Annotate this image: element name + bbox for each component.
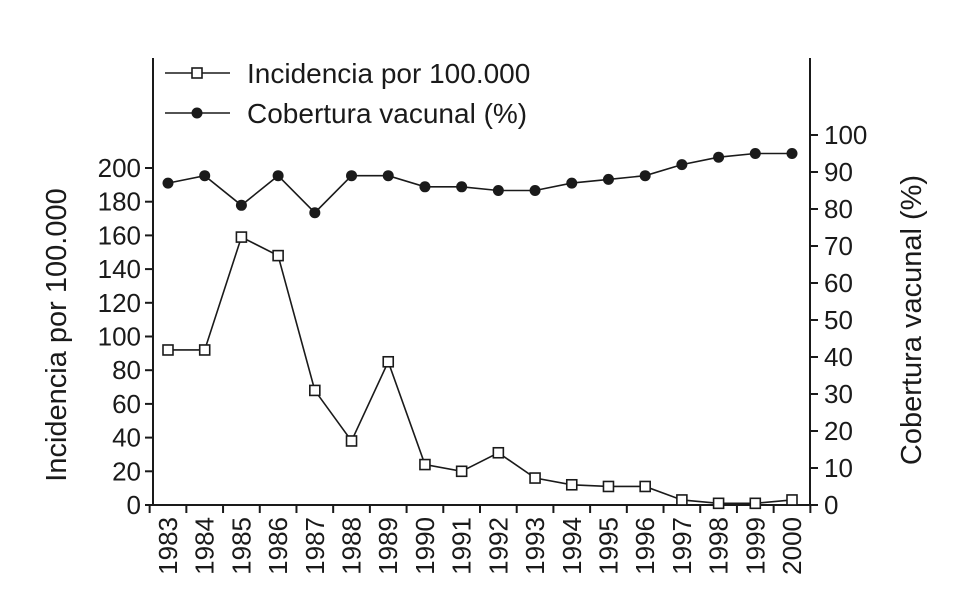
right-y-tick-label: 40 bbox=[824, 342, 853, 372]
coverage-point bbox=[199, 170, 211, 182]
legend-filled-circle-marker bbox=[191, 107, 203, 119]
right-y-tick-label: 30 bbox=[824, 379, 853, 409]
coverage-point bbox=[713, 151, 725, 163]
coverage-point bbox=[456, 181, 468, 193]
left-y-tick-label: 180 bbox=[98, 187, 141, 217]
coverage-point bbox=[602, 173, 614, 185]
x-tick-label: 1983 bbox=[153, 517, 183, 575]
x-tick-label: 1991 bbox=[447, 517, 477, 575]
coverage-point bbox=[639, 170, 651, 182]
coverage-point bbox=[235, 199, 247, 211]
incidence-point bbox=[198, 344, 211, 356]
left-y-tick-label: 120 bbox=[98, 288, 141, 318]
coverage-point bbox=[786, 148, 798, 159]
left-y-tick-label: 20 bbox=[112, 456, 141, 486]
x-tick-label: 1989 bbox=[373, 517, 403, 575]
coverage-point bbox=[346, 170, 358, 182]
legend-open-square-marker bbox=[191, 67, 203, 79]
right-y-tick-label: 0 bbox=[824, 490, 838, 520]
coverage-point bbox=[382, 170, 394, 182]
coverage-point bbox=[492, 185, 504, 196]
incidence-point bbox=[345, 435, 358, 447]
right-y-tick-label: 50 bbox=[824, 305, 853, 335]
x-tick-label: 2000 bbox=[777, 517, 807, 575]
x-tick-label: 1990 bbox=[410, 517, 440, 575]
incidence-point bbox=[749, 497, 762, 510]
coverage-point bbox=[566, 177, 578, 189]
coverage-point bbox=[309, 207, 321, 219]
left-y-tick-label: 80 bbox=[112, 355, 141, 385]
x-axis-ticks: 1983 1984 1985 1986 1987 1988 1989 1990 1991 1992… bbox=[148, 505, 812, 575]
incidence-point bbox=[492, 446, 505, 459]
incidence-point bbox=[162, 344, 174, 356]
right-y-axis-title: Cobertura vacunal (%) bbox=[896, 175, 928, 465]
legend-label: Cobertura vacunal (%) bbox=[247, 98, 527, 129]
right-y-tick-label: 60 bbox=[824, 268, 853, 298]
coverage-point bbox=[419, 181, 431, 193]
left-y-tick-label: 0 bbox=[127, 490, 141, 520]
x-tick-label: 1984 bbox=[190, 517, 220, 575]
x-tick-label: 1985 bbox=[226, 517, 256, 575]
coverage-line bbox=[167, 152, 792, 214]
x-tick-label: 1998 bbox=[704, 517, 734, 575]
right-y-tick-label: 100 bbox=[824, 120, 867, 150]
incidence-point bbox=[309, 384, 321, 397]
incidence-point bbox=[382, 355, 395, 368]
x-tick-label: 1997 bbox=[667, 517, 697, 575]
incidence-point bbox=[235, 231, 248, 243]
x-tick-label: 1996 bbox=[630, 517, 660, 575]
x-tick-label: 1988 bbox=[337, 517, 367, 575]
left-y-axis-title: Incidencia por 100.000 bbox=[41, 188, 73, 481]
coverage-point bbox=[676, 159, 688, 171]
x-tick-label: 1986 bbox=[263, 517, 293, 575]
coverage-point bbox=[529, 185, 541, 196]
x-tick-label: 1987 bbox=[300, 517, 330, 575]
left-y-tick-label: 100 bbox=[98, 322, 141, 352]
legend-label: Incidencia por 100.000 bbox=[247, 58, 530, 89]
incidence-point bbox=[712, 497, 725, 510]
incidence-line bbox=[168, 235, 793, 505]
incidence-point bbox=[529, 472, 541, 484]
left-y-tick-label: 200 bbox=[98, 153, 141, 183]
legend: Incidencia por 100.000 Cobertura vacunal … bbox=[165, 58, 530, 129]
incidence-point bbox=[419, 458, 431, 471]
right-y-tick-label: 90 bbox=[824, 157, 853, 187]
x-tick-label: 1995 bbox=[593, 517, 623, 575]
right-y-ticks: 0 10 20 30 40 50 60 70 80 90 100 bbox=[810, 120, 867, 520]
x-tick-label: 1992 bbox=[483, 517, 513, 575]
left-y-tick-label: 40 bbox=[112, 423, 141, 453]
left-y-tick-label: 60 bbox=[112, 389, 141, 419]
right-y-tick-label: 70 bbox=[824, 231, 853, 261]
left-y-tick-label: 160 bbox=[98, 220, 141, 250]
coverage-point bbox=[272, 170, 284, 182]
incidence-point bbox=[786, 494, 798, 506]
coverage-point bbox=[162, 177, 174, 189]
right-y-tick-label: 20 bbox=[824, 416, 853, 446]
right-y-tick-label: 10 bbox=[824, 453, 853, 483]
incidence-point bbox=[639, 480, 651, 493]
left-y-tick-label: 140 bbox=[98, 254, 141, 284]
incidence-point bbox=[272, 249, 284, 262]
incidence-point bbox=[602, 480, 615, 493]
incidence-point bbox=[455, 465, 468, 478]
series-layer bbox=[162, 148, 798, 510]
x-tick-label: 1993 bbox=[520, 517, 550, 575]
x-tick-label: 1994 bbox=[557, 517, 587, 575]
right-y-tick-label: 80 bbox=[824, 194, 853, 224]
x-tick-label: 1999 bbox=[740, 517, 770, 575]
incidence-point bbox=[676, 494, 688, 506]
incidence-point bbox=[565, 478, 578, 491]
coverage-point bbox=[749, 148, 761, 159]
